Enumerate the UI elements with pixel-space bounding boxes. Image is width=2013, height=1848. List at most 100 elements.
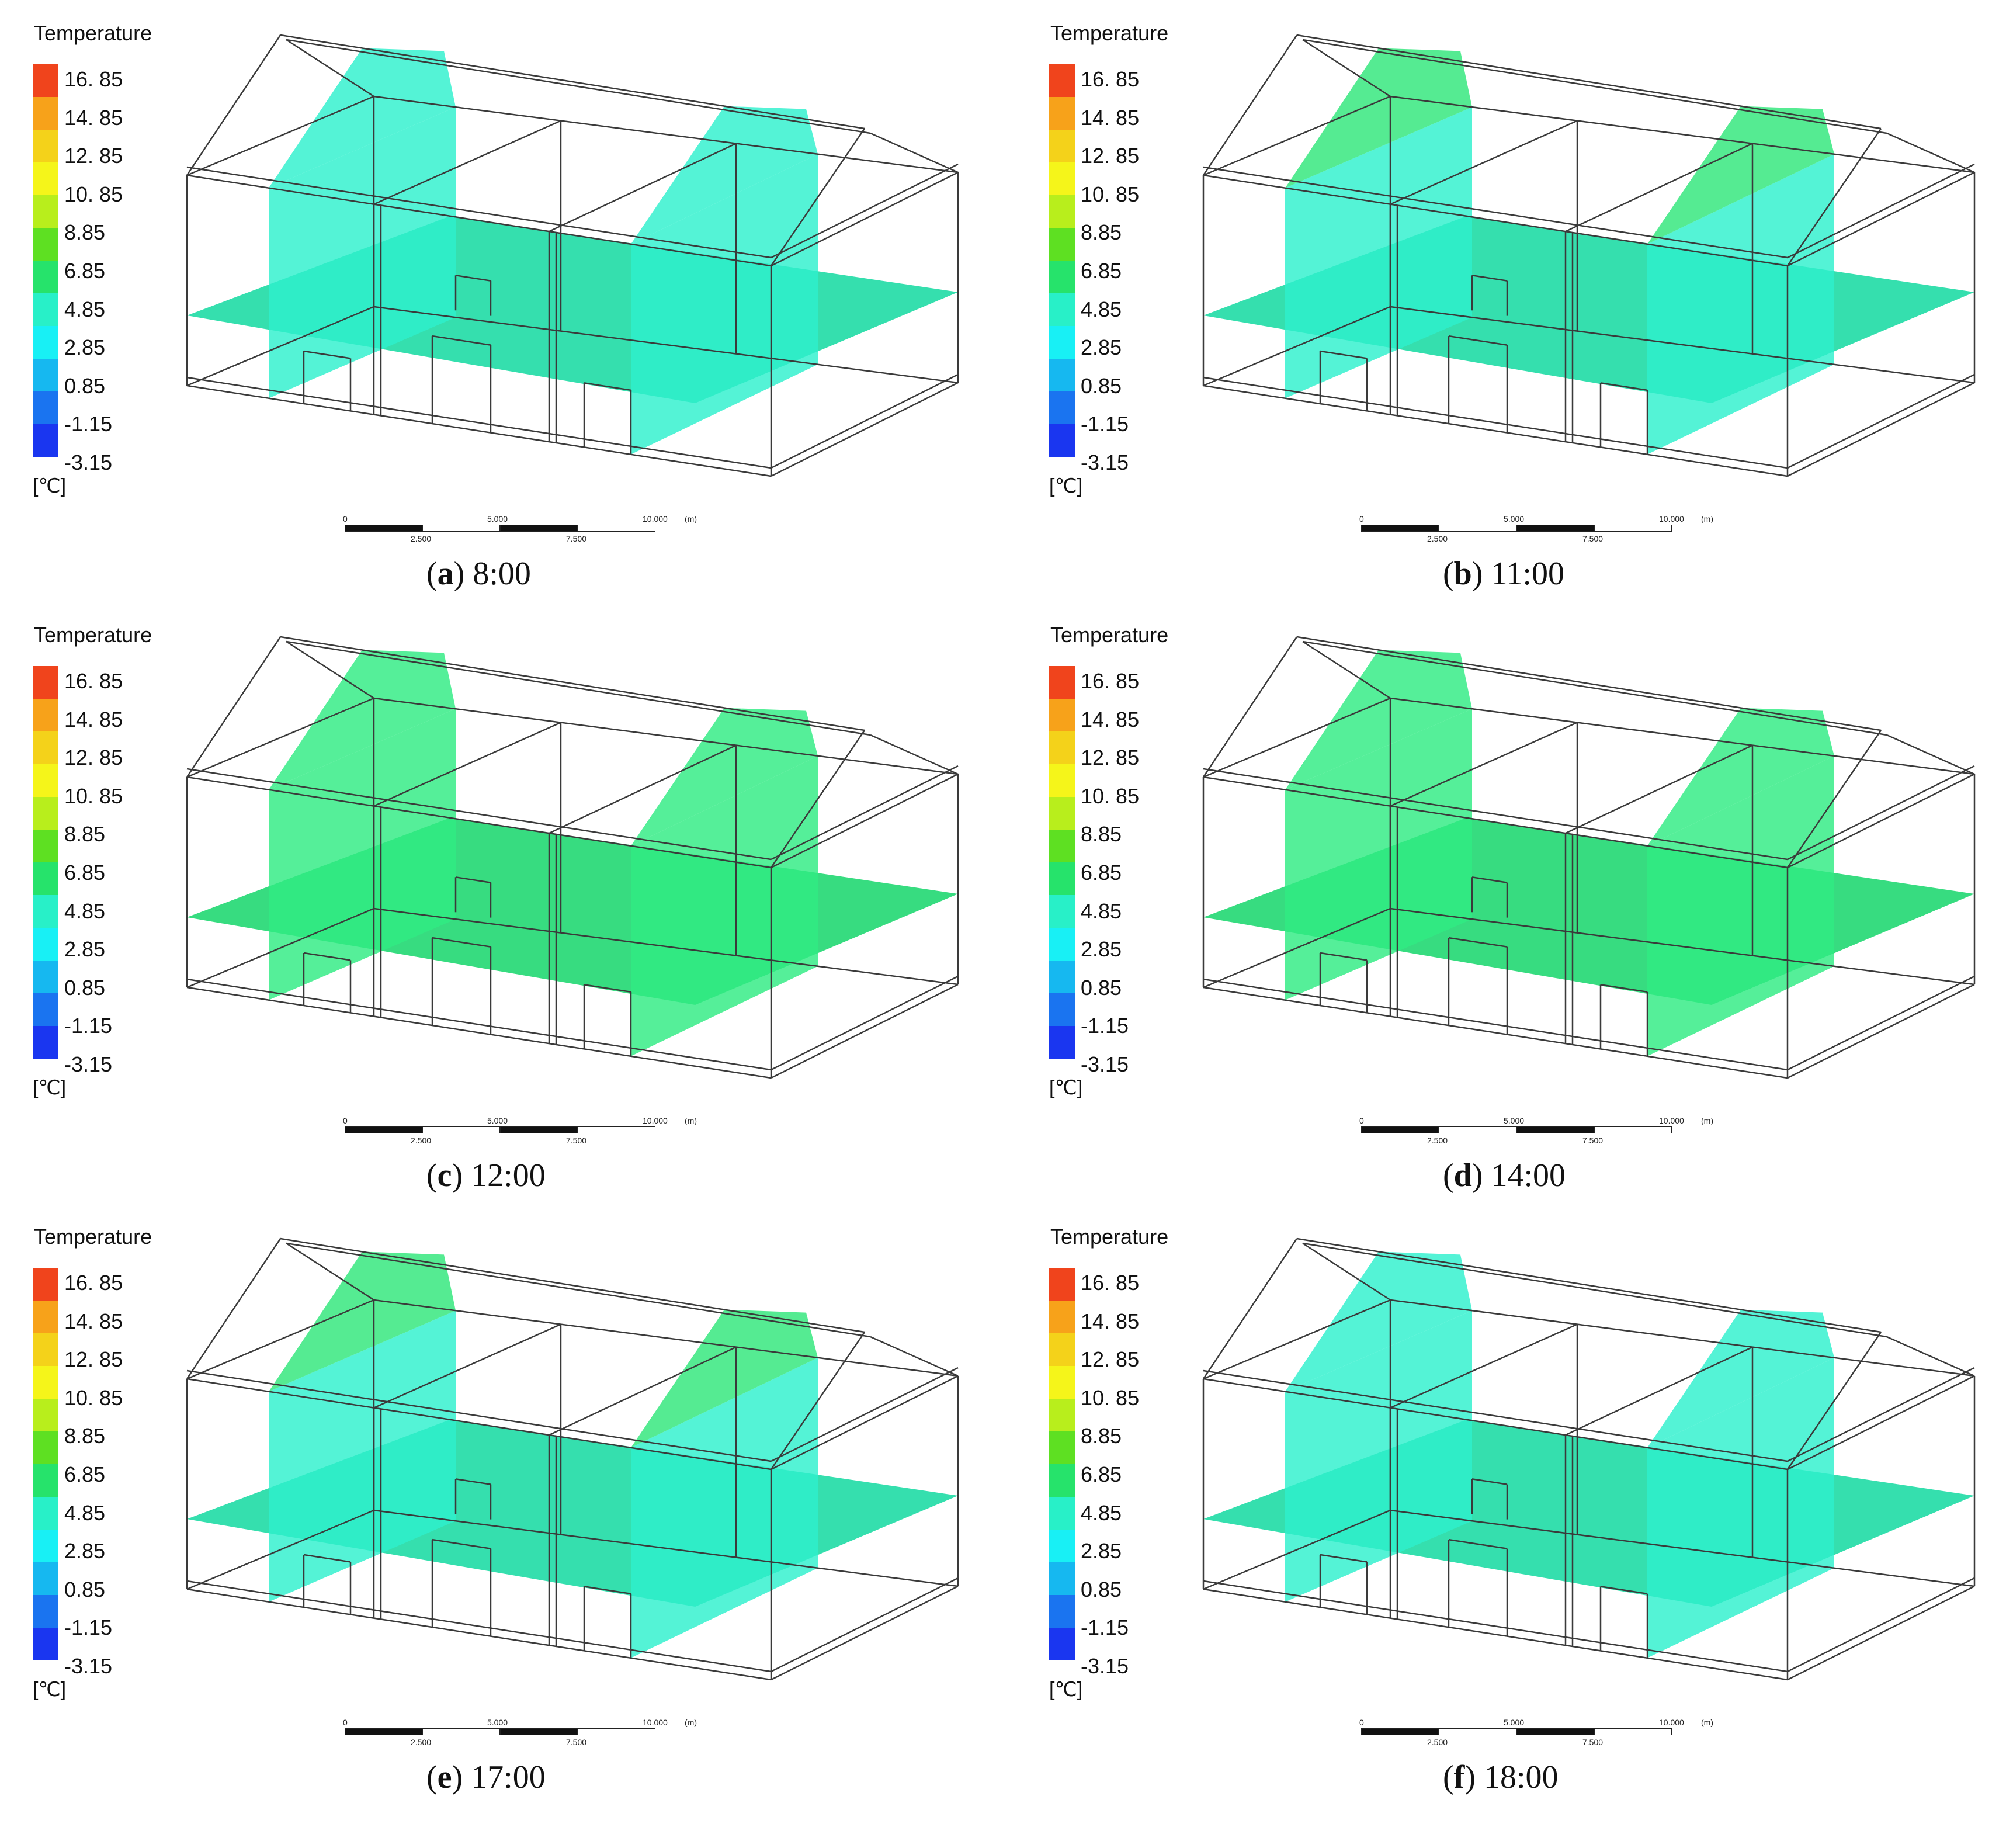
- roof-edge: [186, 34, 282, 176]
- partition-edge: [1565, 744, 1753, 834]
- door-frame: [1320, 350, 1368, 359]
- left-vertical-section-wall: [1285, 107, 1472, 398]
- legend-tick-label: -1.15: [1081, 1014, 1129, 1038]
- right-vertical-section-gable: [631, 1309, 818, 1448]
- legend-swatch: [33, 699, 58, 731]
- left-vertical-section-wall: [1285, 709, 1472, 1000]
- scale-bar-label: 2.500: [411, 534, 432, 543]
- building-edge: [771, 983, 959, 1079]
- legend-colorbar: [1049, 64, 1075, 457]
- legend-swatch: [33, 1562, 58, 1595]
- legend-swatch: [1049, 1301, 1075, 1333]
- legend-tick-label: -3.15: [1081, 450, 1129, 474]
- scale-bar-segment: [422, 525, 500, 532]
- legend-swatch: [1049, 359, 1075, 391]
- legend-swatch: [33, 424, 58, 457]
- legend-tick-label: 14. 85: [1081, 707, 1140, 731]
- roof-edge: [286, 1242, 374, 1301]
- legend-tick-label: 0.85: [64, 373, 106, 398]
- partition-edge: [373, 1323, 561, 1409]
- legend-swatch: [1049, 862, 1075, 895]
- panel-caption: (e) 17:00: [426, 1759, 546, 1795]
- legend-tick-label: 14. 85: [1081, 1309, 1140, 1333]
- building-edge: [1203, 95, 1391, 176]
- legend-tick-label: 8.85: [1081, 1424, 1122, 1448]
- scale-bar-segment: [345, 1728, 422, 1735]
- building-scene: [186, 1237, 959, 1681]
- scale-bar-segment: [578, 525, 655, 532]
- legend-swatch: [1049, 1595, 1075, 1628]
- legend-swatch: [33, 993, 58, 1026]
- left-vertical-section-wall: [1285, 1310, 1472, 1602]
- legend-swatch: [1049, 1268, 1075, 1301]
- legend-colorbar: [1049, 1268, 1075, 1660]
- roof-ridge: [286, 640, 871, 736]
- roof-edge: [1302, 39, 1391, 98]
- right-vertical-section-wall: [1647, 1357, 1834, 1658]
- door-frame: [1448, 1538, 1508, 1549]
- legend-tick-label: -1.15: [1081, 412, 1129, 436]
- scale-bar: 0 5.000 10.000 (m) 2.500 7.500: [343, 514, 697, 549]
- legend-swatch: [1049, 928, 1075, 961]
- legend-tick-label: 2.85: [64, 1539, 106, 1563]
- door-frame: [303, 350, 351, 359]
- right-vertical-section-wall: [631, 154, 818, 455]
- legend-swatch: [33, 195, 58, 228]
- legend-swatch: [33, 764, 58, 797]
- left-vertical-section-wall: [269, 107, 456, 398]
- legend-swatch: [33, 1595, 58, 1628]
- right-vertical-section-wall: [631, 755, 818, 1056]
- scale-bar-label: 7.500: [1582, 1738, 1604, 1747]
- legend-colorbar: [1049, 666, 1075, 1059]
- legend-swatch: [1049, 195, 1075, 228]
- panel-time: 8:00: [473, 556, 531, 592]
- building-edge: [1787, 1577, 1975, 1673]
- legend-swatch: [33, 326, 58, 359]
- building-edge: [186, 1580, 772, 1673]
- legend-swatch: [1049, 1431, 1075, 1464]
- building-edge: [1787, 171, 1975, 267]
- legend-title: Temperature: [1050, 21, 1169, 45]
- door-frame: [432, 335, 491, 346]
- scale-bar: 0 5.000 10.000 (m) 2.500 7.500: [1359, 514, 1713, 549]
- partition-edge: [549, 744, 737, 834]
- legend-swatch: [1049, 293, 1075, 326]
- scale-bar-segment: [1439, 525, 1516, 532]
- legend-swatch: [1049, 261, 1075, 293]
- legend-swatch: [1049, 97, 1075, 130]
- panel-c: Temperature 16. 85 14. 85 12. 85 10. 85 8.85 6…: [0, 602, 1006, 1204]
- scale-bar-label: 7.500: [566, 1738, 587, 1747]
- door-frame: [584, 382, 631, 391]
- legend-tick-label: 16. 85: [64, 669, 123, 693]
- legend-swatch: [1049, 1530, 1075, 1562]
- scale-bar-segment: [1516, 1728, 1594, 1735]
- legend-swatch: [33, 261, 58, 293]
- building-edge: [1203, 1509, 1391, 1590]
- scale-bar: 0 5.000 10.000 (m) 2.500 7.500: [343, 1718, 697, 1753]
- roof-edge: [1786, 730, 1882, 868]
- wireframe: [1202, 1237, 1976, 1681]
- roof-edge: [1786, 128, 1882, 266]
- door-frame: [1600, 1586, 1648, 1595]
- building-edge: [1203, 1580, 1788, 1673]
- scale-bar-label: 2.500: [411, 1738, 432, 1747]
- roof-ridge: [1302, 640, 1887, 736]
- scale-bar-segment: [345, 525, 422, 532]
- scale-bar-segment: [1439, 1728, 1516, 1735]
- door-frame: [1471, 1478, 1508, 1485]
- building-edge: [186, 306, 374, 387]
- scale-bar-label: 2.500: [411, 1136, 432, 1145]
- panel-a: Temperature 16. 85 14. 85 12. 85 10. 85 8.85 6…: [0, 0, 1006, 602]
- legend-title: Temperature: [1050, 1225, 1169, 1249]
- legend-swatch: [1049, 764, 1075, 797]
- legend-tick-label: 10. 85: [64, 1385, 123, 1410]
- legend-swatch: [33, 1026, 58, 1059]
- legend-tick-label: 6.85: [1081, 1462, 1122, 1486]
- building-edge: [1203, 768, 1788, 861]
- legend-tick-label: 12. 85: [1081, 1347, 1140, 1372]
- legend-tick-label: 2.85: [1081, 937, 1122, 962]
- legend-tick-label: 16. 85: [64, 1271, 123, 1295]
- building-edge: [186, 95, 374, 176]
- building-edge: [1390, 95, 1975, 174]
- legend-tick-label: 0.85: [1081, 975, 1122, 1000]
